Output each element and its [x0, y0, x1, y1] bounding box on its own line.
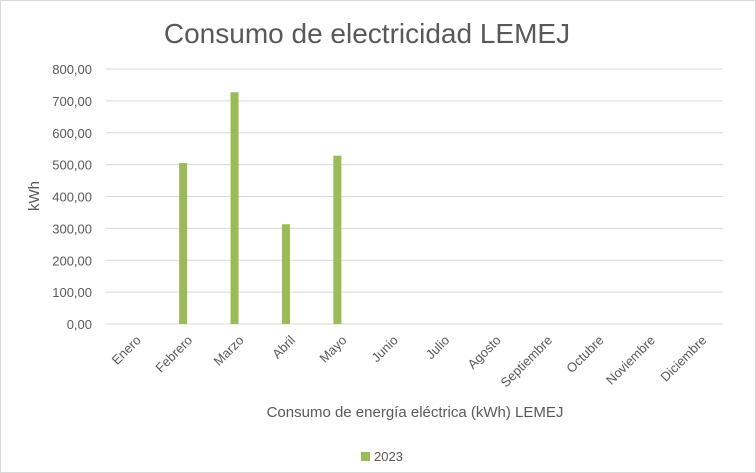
y-tick-label: 400,00	[52, 190, 92, 205]
x-tick-label: Febrero	[152, 333, 195, 376]
x-tick-label: Julio	[423, 333, 453, 363]
x-tick-label: Octubre	[563, 333, 606, 376]
y-tick-label: 800,00	[52, 62, 92, 77]
y-tick-label: 100,00	[52, 285, 92, 300]
y-axis-label: kWh	[26, 181, 43, 211]
bar-mayo	[333, 155, 342, 324]
x-axis-label: Consumo de energía eléctrica (kWh) LEMEJ	[267, 404, 564, 421]
x-tick-label: Mayo	[316, 333, 349, 366]
legend-swatch	[361, 452, 370, 461]
bar-marzo	[230, 92, 239, 324]
y-tick-label: 500,00	[52, 158, 92, 173]
x-tick-label: Enero	[109, 333, 144, 368]
bar-abril	[281, 224, 290, 324]
x-tick-label: Abril	[269, 332, 298, 361]
x-tick-label: Agosto	[465, 333, 504, 372]
y-axis-tick-labels: 0,00 100,00 200,00 300,00 400,00 500,00 600,00…	[52, 62, 92, 332]
y-tick-label: 600,00	[52, 126, 92, 141]
legend-label-2023: 2023	[374, 449, 403, 464]
x-axis-tick-labels: Enero Febrero Marzo Abril Mayo Junio Julio Agos…	[109, 332, 710, 390]
chart-title: Consumo de electricidad LEMEJ	[164, 18, 570, 49]
y-tick-label: 700,00	[52, 94, 92, 109]
x-tick-label: Septiembre	[498, 333, 556, 391]
x-tick-label: Marzo	[211, 333, 247, 369]
x-tick-label: Diciembre	[657, 333, 709, 385]
gridlines	[106, 68, 723, 325]
bar-febrero	[179, 163, 188, 324]
y-tick-label: 200,00	[52, 253, 92, 268]
x-tick-label: Noviembre	[603, 333, 658, 388]
bars	[179, 92, 342, 324]
x-tick-label: Junio	[368, 333, 401, 366]
y-tick-label: 0,00	[67, 317, 92, 332]
legend: 2023	[361, 449, 403, 464]
y-tick-label: 300,00	[52, 221, 92, 236]
